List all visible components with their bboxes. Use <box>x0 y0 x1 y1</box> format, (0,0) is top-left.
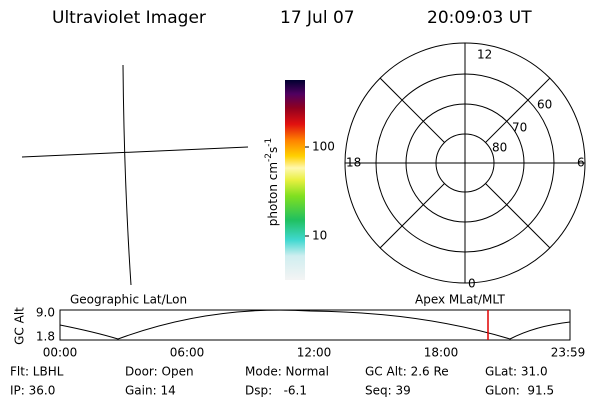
date: 17 Jul 07 <box>280 8 355 28</box>
time: 20:09:03 UT <box>427 8 532 28</box>
info-field: Mode: Normal <box>245 365 329 379</box>
y-tick-label: 9.0 <box>36 306 55 320</box>
info-field: IP: 36.0 <box>10 384 55 398</box>
info-field: Flt: LBHL <box>10 365 64 379</box>
mlt-label: 0 <box>468 277 476 291</box>
info-table: Flt: LBHL Door: Open Mode: Normal GC Alt: 2… <box>10 365 554 398</box>
timeline-frame <box>59 309 571 341</box>
colorbar <box>285 80 305 280</box>
x-tick-label: 12:00 <box>297 346 332 360</box>
x-tick-label: 23:59 <box>551 346 586 360</box>
lat-label: 70 <box>512 121 527 135</box>
instrument: Ultraviolet Imager <box>52 8 206 28</box>
info-field: GC Alt: 2.6 Re <box>365 365 449 379</box>
polar-grid <box>344 42 586 284</box>
info-field: GLat: 31.0 <box>485 365 548 379</box>
info-field: Dsp: -6.1 <box>245 384 307 398</box>
lat-label: 60 <box>537 98 552 112</box>
lat-label: 80 <box>492 141 507 155</box>
right-label: Apex MLat/MLT <box>415 293 505 307</box>
info-field: Seq: 39 <box>365 384 411 398</box>
label-part: s <box>266 147 280 153</box>
x-tick-label: 18:00 <box>424 346 459 360</box>
colorbar-tick-label: 100 <box>312 140 335 154</box>
info-field: Door: Open <box>125 365 194 379</box>
geo-panel <box>21 64 249 286</box>
info-field: GLon: 91.5 <box>485 384 554 398</box>
label-part: photon cm <box>266 162 280 226</box>
label-sup: -1 <box>264 138 274 147</box>
label-sup: -2 <box>264 153 274 162</box>
colorbar-tick-label: 10 <box>312 229 327 243</box>
parallel <box>21 146 249 158</box>
y-tick-label: 1.8 <box>36 330 55 344</box>
x-tick-label: 06:00 <box>170 346 205 360</box>
y-label: GC Alt <box>13 307 27 345</box>
mlt-label: 18 <box>346 156 361 170</box>
info-field: Gain: 14 <box>125 384 176 398</box>
mlt-label: 6 <box>577 156 585 170</box>
altitude-curve <box>59 309 571 340</box>
mlt-label: 12 <box>477 48 492 62</box>
left-label: Geographic Lat/Lon <box>70 293 187 307</box>
colorbar-label: photon cm-2s-1 <box>264 138 280 227</box>
meridian <box>122 64 132 286</box>
x-tick-label: 00:00 <box>43 346 78 360</box>
